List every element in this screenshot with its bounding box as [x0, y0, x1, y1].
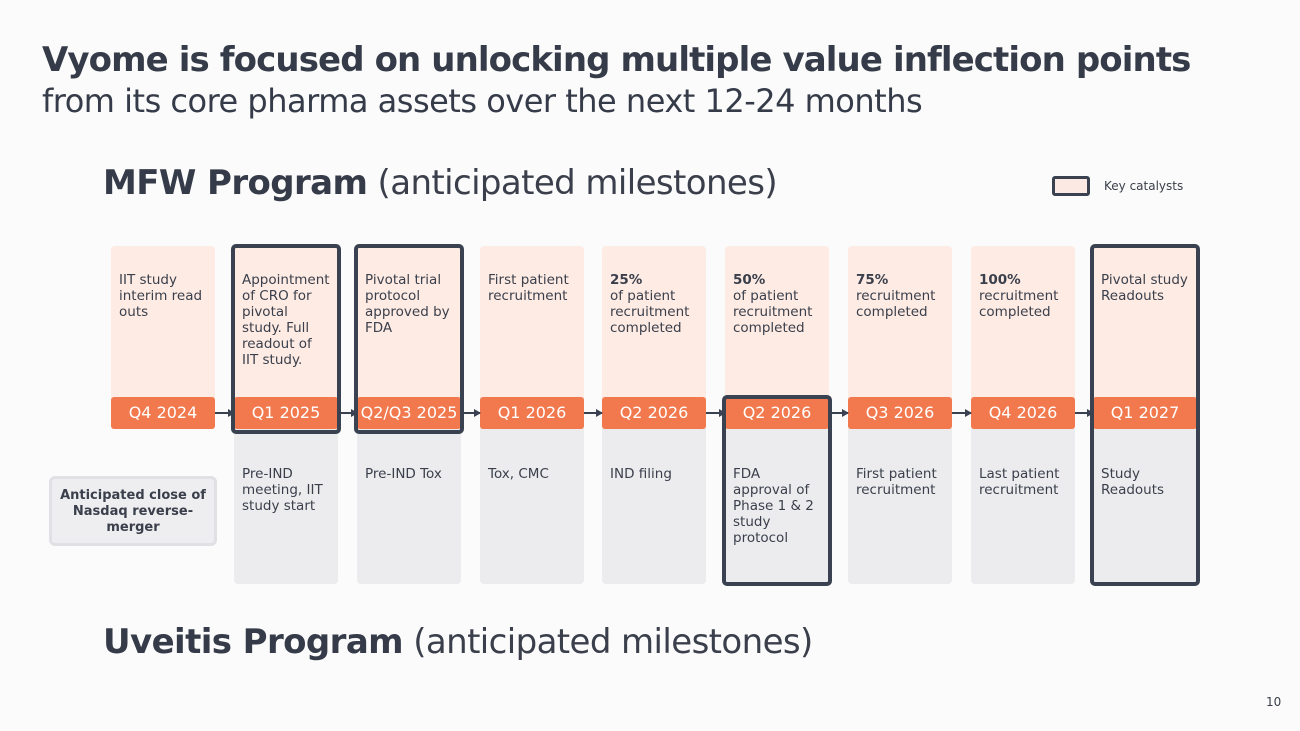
slide-subtitle: from its core pharma assets over the nex… [42, 82, 923, 120]
key-catalysts-legend: Key catalysts [1052, 176, 1183, 196]
timeline-arrow [965, 409, 972, 417]
timeline-arrow [596, 409, 603, 417]
timeline-connector [461, 412, 480, 414]
milestone-bottom-card: FDA approval of Phase 1 & 2 study protoc… [725, 416, 829, 584]
quarter-pill: Q1 2026 [480, 397, 584, 429]
milestone-top-text: Pivotal trial protocol approved by FDA [365, 272, 450, 336]
timeline-connector [706, 412, 725, 414]
quarter-pill: Q4 2024 [111, 397, 215, 429]
timeline-arrow [228, 409, 235, 417]
milestone-top-text: IIT study interim read outs [119, 272, 203, 320]
timeline-connector [584, 412, 602, 414]
mfw-heading-bold: MFW Program [103, 163, 368, 203]
mfw-program-heading: MFW Program (anticipated milestones) [103, 163, 778, 203]
milestone-top-text: recruitment completed [979, 288, 1059, 320]
timeline-arrow [842, 409, 849, 417]
quarter-pill: Q3 2026 [848, 397, 952, 429]
milestone-top-card: Pivotal study Readouts [1093, 246, 1197, 416]
quarter-pill: Q1 2027 [1093, 397, 1197, 429]
milestone-bottom-card: IND filing [602, 416, 706, 584]
milestone-top-card: 100% recruitment completed [971, 246, 1075, 416]
milestone-top-text: of patient recruitment completed [610, 288, 690, 336]
timeline-arrow [474, 409, 481, 417]
key-catalyst-swatch [1052, 176, 1090, 196]
uveitis-heading-light: (anticipated milestones) [413, 622, 813, 662]
milestone-bottom-card: First patient recruitment [848, 416, 952, 584]
callout-text: Anticipated close of Nasdaq reverse-merg… [60, 488, 206, 535]
milestone-bottom-card: Pre-IND meeting, IIT study start [234, 416, 338, 584]
uveitis-heading-bold: Uveitis Program [103, 622, 404, 662]
milestone-top-card: 50% of patient recruitment completed [725, 246, 829, 416]
milestone-top-bold: 100% [979, 272, 1021, 288]
legend-label: Key catalysts [1104, 179, 1184, 193]
timeline-arrow [719, 409, 726, 417]
timeline-connector [338, 412, 357, 414]
timeline-arrow [1087, 409, 1094, 417]
milestone-top-text: of patient recruitment completed [733, 288, 813, 336]
page-number: 10 [1266, 695, 1282, 709]
milestone-top-bold: 50% [733, 272, 766, 288]
nasdaq-merger-callout: Anticipated close of Nasdaq reverse-merg… [49, 476, 217, 546]
milestone-top-bold: 25% [610, 272, 643, 288]
uveitis-program-heading: Uveitis Program (anticipated milestones) [103, 622, 813, 662]
timeline-connector [952, 412, 971, 414]
slide-title: Vyome is focused on unlocking multiple v… [42, 40, 1191, 80]
milestone-top-card: IIT study interim read outs [111, 246, 215, 416]
timeline-connector [829, 412, 848, 414]
milestone-bottom-card: Study Readouts [1093, 416, 1197, 584]
milestone-bottom-text: Pre-IND meeting, IIT study start [242, 466, 323, 514]
milestone-top-text: First patient recruitment [488, 272, 569, 304]
quarter-pill: Q1 2025 [234, 397, 338, 429]
milestone-bottom-text: Tox, CMC [488, 466, 549, 482]
milestone-top-card: Appointment of CRO for pivotal study. Fu… [234, 246, 338, 416]
milestone-bottom-text: IND filing [610, 466, 672, 482]
milestone-bottom-text: First patient recruitment [856, 466, 937, 498]
milestone-top-card: First patient recruitment [480, 246, 584, 416]
mfw-heading-light: (anticipated milestones) [377, 163, 778, 203]
timeline-connector [1075, 412, 1093, 414]
milestone-top-card: Pivotal trial protocol approved by FDA [357, 246, 461, 416]
milestone-bottom-card: Last patient recruitment [971, 416, 1075, 584]
timeline-connector [215, 412, 234, 414]
milestone-top-text: Pivotal study Readouts [1101, 272, 1188, 304]
quarter-pill: Q4 2026 [971, 397, 1075, 429]
milestone-bottom-text: FDA approval of Phase 1 & 2 study protoc… [733, 466, 814, 546]
milestone-bottom-card: Tox, CMC [480, 416, 584, 584]
milestone-top-card: 25% of patient recruitment completed [602, 246, 706, 416]
milestone-top-card: 75% recruitment completed [848, 246, 952, 416]
milestone-bottom-text: Pre-IND Tox [365, 466, 442, 482]
quarter-pill: Q2 2026 [602, 397, 706, 429]
milestone-top-bold: 75% [856, 272, 889, 288]
milestone-bottom-text: Study Readouts [1101, 466, 1165, 498]
milestone-top-text: Appointment of CRO for pivotal study. Fu… [242, 272, 330, 368]
milestone-bottom-card: Pre-IND Tox [357, 416, 461, 584]
quarter-pill: Q2/Q3 2025 [357, 397, 461, 429]
milestone-bottom-text: Last patient recruitment [979, 466, 1060, 498]
milestone-top-text: recruitment completed [856, 288, 936, 320]
timeline-arrow [351, 409, 358, 417]
quarter-pill: Q2 2026 [725, 397, 829, 429]
